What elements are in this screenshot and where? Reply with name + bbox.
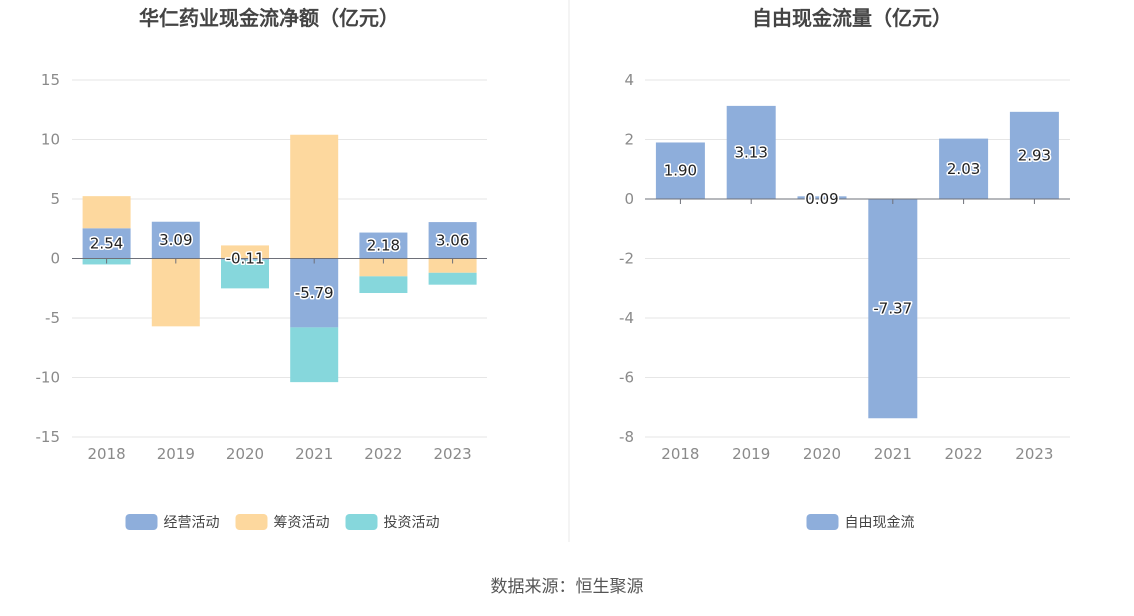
bar-自由现金流-2018[interactable] [655, 142, 705, 199]
legend-label: 投资活动 [384, 515, 440, 531]
y-tick-label: -10 [36, 369, 61, 387]
data-label: 3.09 [159, 231, 192, 249]
x-tick-label: 2018 [661, 445, 699, 463]
y-tick-label: -6 [619, 369, 634, 387]
grid [645, 79, 1070, 438]
y-tick-label: 10 [41, 131, 60, 149]
bar-投资活动-2022[interactable] [359, 276, 408, 294]
y-tick-label: 0 [50, 250, 60, 268]
axes: 15 10 5 0 -5 -10 -15 2018 2019 2020 2021 2022 2023 [36, 71, 487, 463]
bar-筹资活动-2018[interactable] [82, 196, 131, 229]
legend-swatch [345, 514, 378, 530]
x-tick-label: 2023 [1015, 445, 1053, 463]
bar-筹资活动-2020[interactable] [221, 245, 269, 259]
data-label: -0.11 [226, 250, 265, 268]
x-tick-label: 2019 [732, 445, 770, 463]
chart-title: 华仁药业现金流净额（亿元） [139, 6, 399, 30]
legend-label: 经营活动 [164, 515, 220, 531]
y-tick-label: -4 [619, 309, 634, 327]
legend-swatch [125, 514, 158, 530]
x-tick-label: 2021 [874, 445, 912, 463]
x-tick-label: 2019 [157, 445, 195, 463]
y-tick-label: 15 [41, 71, 60, 89]
axes: 4 2 0 -2 -4 -6 -8 2018 2019 2020 2021 2022 2023 [619, 71, 1070, 463]
chart-title: 自由现金流量（亿元） [752, 6, 952, 30]
legend-swatch [235, 514, 268, 530]
data-label: 2.03 [947, 160, 980, 178]
y-tick-label: 0 [624, 190, 634, 208]
bar-自由现金流-2023[interactable] [1009, 111, 1059, 199]
legend-label: 自由现金流 [845, 515, 915, 531]
data-label: 0.09 [805, 190, 838, 208]
y-tick-label: 2 [624, 131, 634, 149]
data-labels: 1.90 3.13 0.09 -7.37 2.03 2.93 [662, 142, 1052, 319]
bar-筹资活动-2021[interactable] [290, 134, 339, 259]
data-label: 3.13 [734, 143, 767, 161]
x-tick-label: 2020 [226, 445, 264, 463]
legend[interactable]: 经营活动 筹资活动 投资活动 [125, 514, 440, 531]
bar-经营活动-2019[interactable] [151, 221, 200, 259]
data-label: 1.90 [664, 162, 697, 180]
grid [72, 79, 487, 438]
bar-投资活动-2020[interactable] [221, 259, 269, 289]
legend-label: 筹资活动 [274, 514, 330, 531]
bars [82, 134, 477, 383]
bar-自由现金流-2022[interactable] [939, 138, 989, 199]
bars [655, 105, 1059, 419]
bar-筹资活动-2023[interactable] [428, 258, 477, 273]
data-label: 3.06 [436, 231, 469, 249]
legend-item-经营活动[interactable]: 经营活动 [125, 514, 220, 531]
data-label: 2.54 [90, 234, 123, 252]
data-labels: 2.54 3.09 -0.11 -5.79 2.18 3.06 [88, 230, 470, 304]
x-tick-label: 2022 [945, 445, 983, 463]
data-source: 数据来源：恒生聚源 [491, 577, 644, 597]
bar-经营活动-2018[interactable] [82, 228, 131, 259]
free-cash-flow-chart: 自由现金流量（亿元） 4 2 0 -2 -4 -6 -8 2018 2019 2020 2021 20… [619, 6, 1070, 531]
bar-自由现金流-2019[interactable] [726, 105, 776, 199]
x-tick-label: 2020 [803, 445, 841, 463]
y-tick-label: -2 [619, 250, 634, 268]
data-label: -7.37 [873, 300, 912, 318]
data-label: -5.79 [295, 284, 334, 302]
y-tick-label: -8 [619, 428, 634, 446]
y-tick-label: -15 [36, 428, 61, 446]
x-tick-label: 2021 [295, 445, 333, 463]
x-tick-label: 2018 [88, 445, 126, 463]
legend-item-自由现金流[interactable]: 自由现金流 [806, 514, 915, 531]
y-tick-label: -5 [45, 309, 60, 327]
bar-自由现金流-2021[interactable] [868, 199, 918, 419]
legend[interactable]: 自由现金流 [806, 514, 915, 531]
x-tick-label: 2022 [364, 445, 402, 463]
data-label: 2.93 [1018, 146, 1051, 164]
bar-经营活动-2021[interactable] [290, 258, 339, 328]
bar-筹资活动-2019[interactable] [151, 258, 200, 327]
y-tick-label: 4 [624, 71, 634, 89]
bar-投资活动-2021[interactable] [290, 327, 339, 383]
cash-flow-chart: 华仁药业现金流净额（亿元） 15 10 5 0 -5 -10 -15 2018 2019 2020… [36, 6, 487, 531]
bar-投资活动-2023[interactable] [428, 272, 477, 285]
y-tick-label: 5 [50, 190, 60, 208]
data-label: 2.18 [367, 237, 400, 255]
bar-筹资活动-2022[interactable] [359, 258, 408, 277]
legend-item-筹资活动[interactable]: 筹资活动 [235, 514, 330, 531]
bar-经营活动-2022[interactable] [359, 232, 408, 259]
bar-自由现金流-2020[interactable] [797, 196, 847, 199]
bar-经营活动-2023[interactable] [428, 222, 477, 259]
legend-swatch [806, 514, 839, 530]
legend-item-投资活动[interactable]: 投资活动 [345, 514, 440, 531]
x-tick-label: 2023 [434, 445, 472, 463]
